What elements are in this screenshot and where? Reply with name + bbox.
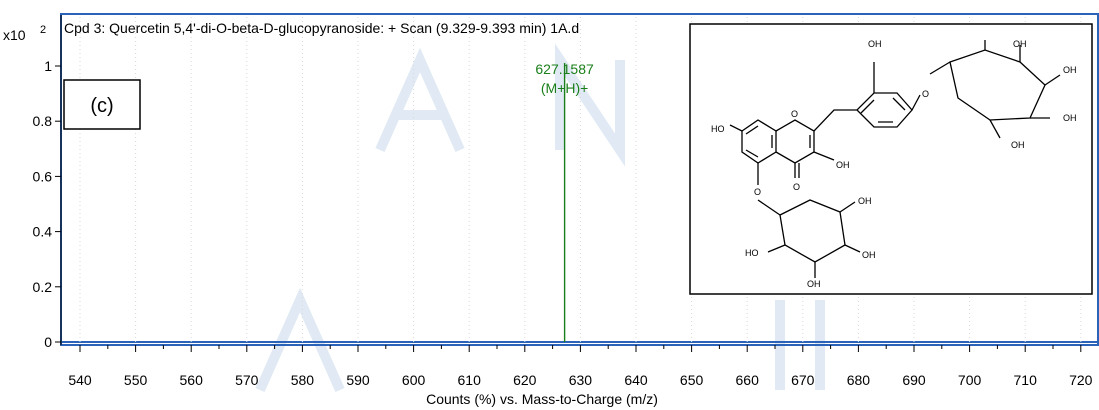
x-tick-label-650: 650 — [680, 372, 704, 388]
y-tick-label-0.2: 0.2 — [33, 279, 53, 295]
x-tick-label-550: 550 — [124, 372, 148, 388]
panel-label: (c) — [90, 95, 113, 117]
y-tick-label-0: 0 — [44, 334, 52, 350]
oh-label-7: OH — [858, 196, 872, 206]
oh-label-9: OH — [807, 279, 821, 289]
oh-label-1: OH — [868, 39, 882, 49]
chart-title: Cpd 3: Quercetin 5,4'-di-O-beta-D-glucop… — [64, 20, 579, 36]
x-tick-label-570: 570 — [235, 372, 259, 388]
y-tick-label-0.4: 0.4 — [33, 224, 53, 240]
ether-oxygen-label-2: O — [754, 187, 761, 197]
x-tick-label-620: 620 — [513, 372, 537, 388]
x-tick-label-600: 600 — [402, 372, 426, 388]
ether-oxygen-label-1: O — [922, 89, 929, 99]
y-tick-label-0.8: 0.8 — [33, 113, 53, 129]
ho-label-2: HO — [745, 248, 759, 258]
x-axis-ticks: 540 550 560 570 580 590 600 610 620 630 640 650 660 6… — [68, 345, 1093, 388]
oh-label-4: OH — [1063, 113, 1077, 123]
ring-oxygen-label: O — [791, 109, 798, 119]
x-tick-label-710: 710 — [1014, 372, 1038, 388]
peaks: 627.1587 (M+H)+ — [535, 61, 594, 342]
peak-mz-label-0: 627.1587 — [535, 61, 594, 77]
x-tick-label-640: 640 — [624, 372, 648, 388]
oh-label-3: OH — [1063, 65, 1077, 75]
structure-inset: OH OH OH OH HO OH O O O OH OH HO OH OH O — [689, 23, 1093, 295]
oh-label-8: OH — [862, 250, 876, 260]
ho-label-1: HO — [711, 124, 725, 134]
x-tick-label-720: 720 — [1069, 372, 1093, 388]
panel-label-box — [63, 79, 141, 130]
x-tick-label-610: 610 — [458, 372, 482, 388]
oh-label-6: OH — [836, 160, 850, 170]
structure-box — [689, 23, 1093, 295]
x-tick-label-680: 680 — [847, 372, 871, 388]
y-scale-prefix: x10 — [3, 27, 26, 43]
y-scale-exponent: 2 — [40, 24, 46, 36]
x-tick-label-660: 660 — [736, 372, 760, 388]
y-tick-label-1: 1 — [44, 58, 52, 74]
x-axis-label: Counts (%) vs. Mass-to-Charge (m/z) — [426, 391, 658, 407]
x-tick-label-580: 580 — [291, 372, 315, 388]
structure-bonds — [729, 40, 1061, 278]
y-tick-label-0.6: 0.6 — [33, 168, 53, 184]
x-tick-label-670: 670 — [791, 372, 815, 388]
peak-annotation-0: (M+H)+ — [541, 80, 588, 96]
x-tick-label-700: 700 — [958, 372, 982, 388]
y-axis-ticks: 0 0.2 0.4 0.6 0.8 1 — [33, 58, 61, 350]
oh-label-5: OH — [1011, 140, 1025, 150]
structure-atom-labels: OH OH OH OH HO OH O O O OH OH HO OH OH O — [711, 39, 1077, 289]
x-tick-label-540: 540 — [68, 372, 92, 388]
x-tick-label-690: 690 — [902, 372, 926, 388]
carbonyl-oxygen-label: O — [793, 182, 800, 192]
x-tick-label-560: 560 — [180, 372, 204, 388]
oh-label-2: OH — [1013, 39, 1027, 49]
x-tick-label-590: 590 — [346, 372, 370, 388]
x-tick-label-630: 630 — [569, 372, 593, 388]
